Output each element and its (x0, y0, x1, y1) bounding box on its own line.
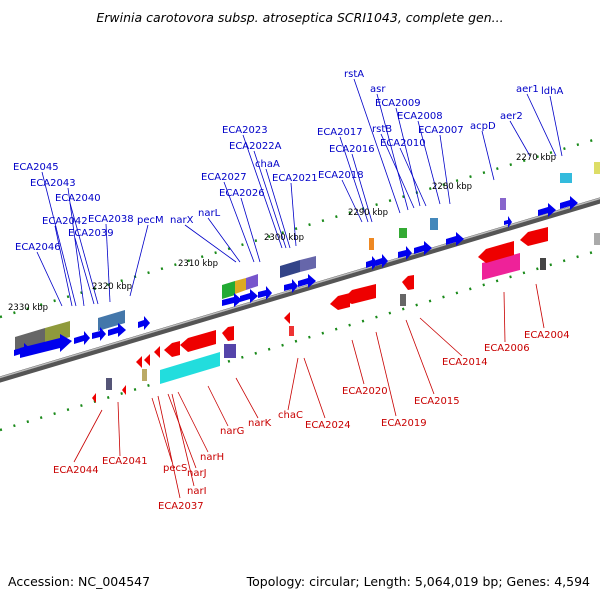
gene-label[interactable]: narK (248, 418, 272, 429)
gene-label[interactable]: ECA2006 (484, 343, 530, 354)
genome-backbone (0, 197, 600, 383)
ruler-label: 2270 kbp (516, 153, 556, 163)
gene-label[interactable]: ECA2041 (102, 456, 148, 467)
lower-tick-track (0, 248, 600, 432)
gene-label[interactable]: narL (198, 208, 221, 219)
gene-label[interactable]: narG (220, 426, 244, 437)
gene-label[interactable]: ECA2008 (397, 111, 443, 122)
reverse-genes (92, 227, 548, 403)
gene-label[interactable]: ECA2021 (272, 173, 318, 184)
gene-label[interactable]: ECA2040 (55, 193, 101, 204)
gene-label[interactable]: chaC (278, 410, 303, 421)
gene-label[interactable]: narH (200, 452, 224, 463)
gene-label[interactable]: aer2 (500, 111, 523, 122)
gene-label[interactable]: ECA2020 (342, 386, 388, 397)
genome-backbone-highlight (0, 197, 600, 379)
ruler-label: 2320 kbp (92, 282, 132, 292)
gene-label[interactable]: narJ (187, 468, 207, 479)
gene-label[interactable]: ECA2026 (219, 188, 265, 199)
gene-label[interactable]: ECA2016 (329, 144, 375, 155)
ruler-label: 2310 kbp (178, 259, 218, 269)
ruler-label: 2330 kbp (8, 303, 48, 313)
gene-label[interactable]: ECA2023 (222, 125, 268, 136)
gene-label[interactable]: asr (370, 84, 386, 95)
gene-label[interactable]: ECA2007 (418, 125, 464, 136)
gene-label[interactable]: ECA2024 (305, 420, 351, 431)
summary-text: Topology: circular; Length: 5,064,019 bp… (246, 574, 590, 589)
gene-label[interactable]: ECA2015 (414, 396, 460, 407)
gene-label[interactable]: rstA (344, 69, 364, 80)
gene-label[interactable]: ECA2038 (88, 214, 134, 225)
gene-label[interactable]: ECA2010 (380, 138, 426, 149)
gene-label[interactable]: ldhA (541, 86, 563, 97)
gene-label[interactable]: rstB (372, 124, 392, 135)
gene-label[interactable]: ECA2043 (30, 178, 76, 189)
gene-label[interactable]: chaA (255, 159, 280, 170)
ruler-label: 2280 kbp (432, 182, 472, 192)
forward-genes (14, 196, 578, 358)
gene-label[interactable]: narX (170, 215, 194, 226)
gene-label[interactable]: ECA2018 (318, 170, 364, 181)
gene-label[interactable]: ECA2004 (524, 330, 570, 341)
map-title: Erwinia carotovora subsp. atroseptica SC… (96, 10, 503, 25)
gene-label[interactable]: aer1 (516, 84, 539, 95)
gene-label[interactable]: ECA2044 (53, 465, 99, 476)
ruler-label: 2290 kbp (348, 208, 388, 218)
gene-label[interactable]: ECA2019 (381, 418, 427, 429)
gene-label[interactable]: acpD (470, 121, 496, 132)
forward-gene-labels: ECA2046 ECA2042 ECA2039 ECA2040 ECA2043 … (13, 69, 563, 253)
ruler-label: 2300 kbp (264, 233, 304, 243)
gene-label[interactable]: pecS (163, 463, 187, 474)
gene-label[interactable]: ECA2009 (375, 98, 421, 109)
accession-text: Accession: NC_004547 (8, 574, 150, 589)
ruler-labels: 2330 kbp 2320 kbp 2310 kbp 2300 kbp 2290… (8, 153, 556, 313)
gene-label[interactable]: ECA2027 (201, 172, 247, 183)
reverse-gene-labels: ECA2044 ECA2041 pecS ECA2037 narJ narI n… (53, 330, 570, 512)
gene-label[interactable]: ECA2045 (13, 162, 59, 173)
gene-label[interactable]: pecM (137, 215, 164, 226)
gene-label[interactable]: ECA2039 (68, 228, 114, 239)
gene-label[interactable]: ECA2046 (15, 242, 61, 253)
leader-lines (36, 78, 563, 499)
gene-label[interactable]: ECA2017 (317, 127, 363, 138)
feature-blocks (15, 162, 600, 390)
gene-label[interactable]: ECA2042 (42, 216, 88, 227)
gene-label[interactable]: ECA2037 (158, 501, 204, 512)
gene-label[interactable]: ECA2022A (229, 141, 282, 152)
gene-label[interactable]: ECA2014 (442, 357, 488, 368)
gene-label[interactable]: narI (187, 486, 207, 497)
